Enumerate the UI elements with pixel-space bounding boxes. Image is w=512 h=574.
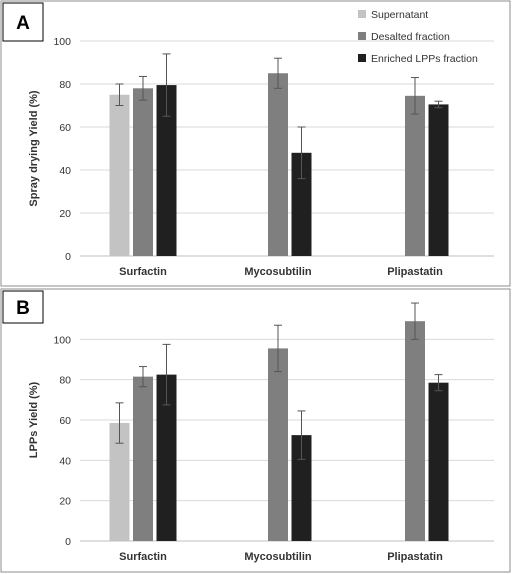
category-label: Plipastatin (387, 551, 443, 563)
bar (428, 382, 449, 541)
category-label: Surfactin (119, 551, 167, 563)
bar (133, 88, 153, 256)
panel-label: B (16, 298, 30, 319)
panel-frame (0, 0, 511, 287)
y-tick-label: 20 (59, 496, 71, 508)
y-tick-label: 100 (53, 36, 71, 48)
bar (405, 95, 425, 256)
legend-item: Enriched LPPs fraction (358, 53, 478, 65)
y-axis-label: Spray drying Yield (%) (28, 90, 40, 206)
bar (405, 321, 425, 541)
bar (133, 376, 153, 541)
bar (156, 374, 177, 541)
category-label: Plipastatin (387, 266, 443, 278)
bar (109, 423, 130, 541)
category-label: Mycosubtilin (244, 551, 312, 563)
legend-label: Enriched LPPs fraction (371, 53, 478, 65)
y-axis-label: LPPs Yield (%) (28, 381, 40, 458)
bar (291, 435, 312, 541)
legend-label: Desalted fraction (371, 31, 450, 43)
y-tick-label: 60 (59, 415, 71, 427)
y-tick-label: 40 (59, 455, 71, 467)
bar (156, 85, 177, 256)
panel-a: A 0 20 40 60 80 100 Spray drying Yield (%) Surfa… (0, 0, 511, 287)
category-label: Mycosubtilin (244, 266, 312, 278)
y-tick-label: 40 (59, 165, 71, 177)
panel-label-box (2, 290, 44, 324)
legend-swatch (358, 32, 366, 40)
bar (268, 73, 288, 256)
y-tick-label: 100 (53, 334, 71, 346)
y-tick-label: 0 (65, 251, 71, 263)
panel-frame (0, 288, 511, 573)
bar (428, 104, 449, 256)
bar (291, 152, 312, 256)
bar (109, 94, 130, 256)
legend-swatch (358, 54, 366, 62)
legend-swatch (358, 10, 366, 18)
y-tick-label: 20 (59, 208, 71, 220)
y-tick-label: 80 (59, 375, 71, 387)
legend-item: Desalted fraction (358, 31, 450, 43)
legend-label: Supernatant (371, 9, 428, 21)
bar (268, 348, 288, 541)
y-tick-label: 80 (59, 79, 71, 91)
panel-label-box (2, 2, 44, 42)
legend-item: Supernatant (358, 9, 428, 21)
legend: Supernatant Desalted fraction Enriched LPP… (358, 9, 478, 65)
panel-label: A (16, 13, 30, 34)
category-label: Surfactin (119, 266, 167, 278)
y-tick-label: 0 (65, 536, 71, 548)
y-tick-label: 60 (59, 122, 71, 134)
panel-b: B 0 20 40 60 80 100 LPPs Yield (%) Surfactin Myco… (0, 288, 511, 573)
